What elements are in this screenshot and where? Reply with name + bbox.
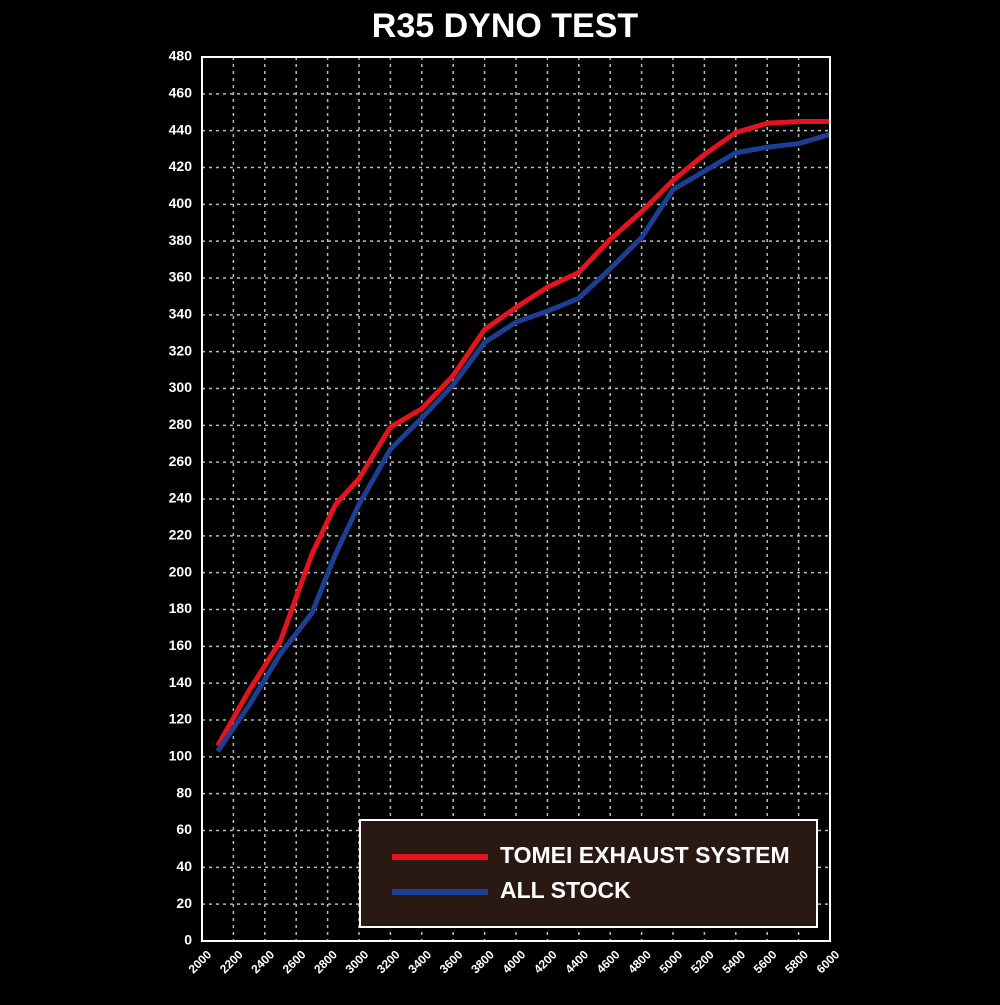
legend: TOMEI EXHAUST SYSTEM ALL STOCK <box>359 819 818 928</box>
y-tick-label: 260 <box>169 453 193 469</box>
y-tick-label: 300 <box>169 379 193 395</box>
y-tick-label: 40 <box>176 858 192 874</box>
y-tick-label: 60 <box>176 821 192 837</box>
y-tick-label: 360 <box>169 269 193 285</box>
y-tick-label: 180 <box>169 600 193 616</box>
y-tick-label: 460 <box>169 85 193 101</box>
y-tick-label: 80 <box>176 784 192 800</box>
y-tick-label: 440 <box>169 121 193 137</box>
y-tick-label: 0 <box>184 932 192 948</box>
legend-label: TOMEI EXHAUST SYSTEM <box>500 842 790 868</box>
lines <box>215 118 831 753</box>
grid <box>201 56 831 942</box>
y-tick-label: 380 <box>169 232 193 248</box>
series-line <box>215 118 830 748</box>
tick-labels: 0 20 40 60 80 100 120 140 160 180 200 220 240 260 280 3… <box>169 48 843 977</box>
y-tick-label: 140 <box>169 674 193 690</box>
y-tick-label: 220 <box>169 527 193 543</box>
y-tick-label: 120 <box>169 711 193 727</box>
y-tick-label: 400 <box>169 195 193 211</box>
y-tick-label: 280 <box>169 416 193 432</box>
y-tick-label: 20 <box>176 895 192 911</box>
y-tick-label: 100 <box>169 748 193 764</box>
y-tick-label: 480 <box>169 48 193 64</box>
y-tick-label: 420 <box>169 158 193 174</box>
chart-title: R35 DYNO TEST <box>372 7 639 45</box>
y-tick-label: 160 <box>169 637 193 653</box>
y-tick-label: 200 <box>169 563 193 579</box>
plot-frame <box>201 56 831 942</box>
legend-label: ALL STOCK <box>500 877 631 903</box>
y-tick-label: 240 <box>169 490 193 506</box>
y-tick-label: 320 <box>169 342 193 358</box>
legend-box <box>359 819 818 928</box>
series-line <box>215 131 831 753</box>
y-tick-label: 340 <box>169 306 193 322</box>
